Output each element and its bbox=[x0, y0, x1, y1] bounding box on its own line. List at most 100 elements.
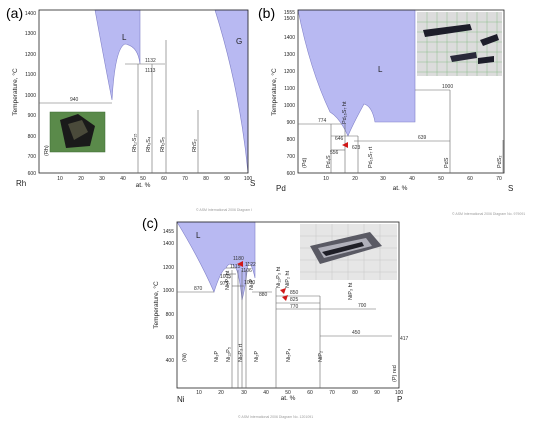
x-tick: 40 bbox=[263, 390, 269, 396]
temp-label: 417 bbox=[400, 336, 409, 342]
temp-label: 774 bbox=[318, 118, 327, 124]
element-left-b: Pd bbox=[276, 184, 286, 193]
plot-frame-a bbox=[38, 9, 249, 174]
element-right-a: S bbox=[250, 179, 255, 188]
x-tick: 90 bbox=[224, 176, 230, 182]
temp-label: 850 bbox=[290, 290, 299, 296]
phase-label: Ni₅P₂ rt bbox=[238, 343, 244, 362]
y-tick: 1300 bbox=[25, 31, 36, 37]
y-tick: 800 bbox=[287, 137, 296, 143]
x-tick: 80 bbox=[352, 390, 358, 396]
phase-label: Rh₃S₄ bbox=[146, 136, 152, 152]
y-tick: 700 bbox=[287, 154, 296, 160]
liquidus-region-left bbox=[94, 9, 141, 101]
phase-label: Ni₃P bbox=[214, 351, 220, 362]
marker-arrow bbox=[280, 288, 286, 294]
x-axis-label-b: at. % bbox=[393, 185, 408, 192]
gas-region-right bbox=[214, 9, 249, 174]
phase-label: Pd₁₆S₇ rt bbox=[368, 146, 374, 168]
x-tick: 10 bbox=[196, 390, 202, 396]
x-axis-label-c: at. % bbox=[281, 395, 296, 402]
y-tick: 700 bbox=[28, 154, 37, 160]
y-tick: 600 bbox=[28, 171, 37, 177]
y-tick: 1100 bbox=[284, 86, 295, 92]
phase-label: RhS₂ bbox=[192, 139, 198, 152]
crystal-photo-c bbox=[300, 224, 397, 280]
side-phase-label-c: (Ni) bbox=[182, 353, 188, 362]
phase-label: Rh₁₇S₁₅ bbox=[132, 133, 138, 152]
y-tick: 1000 bbox=[163, 288, 174, 294]
y-tick: 1400 bbox=[25, 11, 36, 17]
temp-label: 870 bbox=[194, 286, 203, 292]
x-tick: 70 bbox=[496, 176, 502, 182]
x-ticks-c: 10 20 30 40 50 60 70 80 90 100 bbox=[196, 390, 403, 396]
temp-label: 556 bbox=[330, 150, 339, 156]
temp-label: 700 bbox=[358, 303, 367, 309]
side-phase-label-b: (Pd) bbox=[302, 157, 308, 168]
element-right-c: P bbox=[397, 395, 402, 404]
phase-label: PdS bbox=[444, 157, 450, 168]
phase-label: Ni₁₂P₃ ht bbox=[276, 266, 282, 288]
element-left-a: Rh bbox=[16, 179, 26, 188]
temp-label: 880 bbox=[259, 292, 268, 298]
y-tick: 1555 bbox=[284, 10, 295, 16]
x-tick: 60 bbox=[307, 390, 313, 396]
phase-label: Pd₄S bbox=[326, 155, 332, 168]
y-tick: 1200 bbox=[163, 265, 174, 271]
panel-label-b: (b) bbox=[258, 5, 275, 21]
element-left-c: Ni bbox=[177, 395, 185, 404]
y-axis-label-c: Temperature, °C bbox=[152, 281, 160, 329]
phase-label: NiP₂ ht bbox=[285, 270, 291, 288]
temp-label: 975 bbox=[220, 281, 229, 287]
temp-label: 940 bbox=[70, 97, 79, 103]
x-tick: 100 bbox=[244, 176, 253, 182]
phase-label: PdS₂ bbox=[497, 155, 503, 168]
temp-label: 1122 bbox=[245, 262, 256, 268]
temp-label: 1005 bbox=[220, 274, 231, 280]
y-tick: 1400 bbox=[163, 241, 174, 247]
panel-label-a: (a) bbox=[6, 5, 23, 21]
x-tick: 20 bbox=[218, 390, 224, 396]
region-label-l-b: L bbox=[378, 65, 383, 74]
y-ticks-a: 1400 1300 1200 1100 1000 900 800 700 600 bbox=[25, 11, 36, 177]
marker-arrow bbox=[237, 261, 243, 267]
panel-a: (a) 1400 1300 1200 1100 1000 900 800 700… bbox=[6, 5, 255, 189]
temp-label: 1115 bbox=[230, 264, 241, 270]
phase-label: Ni₅P₂ ht bbox=[225, 270, 231, 290]
x-axis-label-a: at. % bbox=[136, 182, 151, 189]
phase-label: NiP₃ ht bbox=[348, 282, 354, 300]
x-tick: 70 bbox=[182, 176, 188, 182]
y-tick: 1455 bbox=[163, 229, 174, 235]
phase-label: Pd₁₆S₇ ht bbox=[342, 101, 348, 124]
y-ticks-b: 1555 1500 1400 1300 1200 1100 1000 900 8… bbox=[284, 10, 295, 177]
y-tick: 600 bbox=[166, 335, 175, 341]
phase-label: (P) red bbox=[392, 365, 398, 382]
temp-label: 1113 bbox=[145, 68, 156, 74]
x-tick: 10 bbox=[323, 176, 329, 182]
plot-frame-b bbox=[297, 9, 505, 174]
y-tick: 1100 bbox=[25, 72, 36, 78]
region-label-l-a: L bbox=[122, 33, 127, 42]
x-tick: 60 bbox=[161, 176, 167, 182]
x-tick: 80 bbox=[203, 176, 209, 182]
crystal-photo-b bbox=[417, 12, 502, 76]
liquidus-region-b bbox=[297, 9, 416, 137]
x-tick: 40 bbox=[409, 176, 415, 182]
panel-label-c: (c) bbox=[142, 215, 158, 231]
temp-label: 639 bbox=[418, 135, 427, 141]
y-tick: 1400 bbox=[284, 35, 295, 41]
y-tick: 400 bbox=[166, 358, 175, 364]
temp-label: 646 bbox=[335, 136, 344, 142]
region-label-l-c: L bbox=[196, 231, 201, 240]
x-tick: 50 bbox=[285, 390, 291, 396]
y-tick: 1200 bbox=[284, 69, 295, 75]
x-tick: 50 bbox=[140, 176, 146, 182]
y-tick: 900 bbox=[28, 113, 37, 119]
y-axis-label-a: Temperature, °C bbox=[11, 68, 19, 116]
element-right-b: S bbox=[508, 184, 513, 193]
temp-label: 623 bbox=[352, 145, 361, 151]
y-tick: 1300 bbox=[284, 52, 295, 58]
phase-label: Rh₂S₅ bbox=[160, 137, 166, 152]
footer-credit: © ASM International 2006 Diagram No. 120… bbox=[238, 415, 313, 419]
